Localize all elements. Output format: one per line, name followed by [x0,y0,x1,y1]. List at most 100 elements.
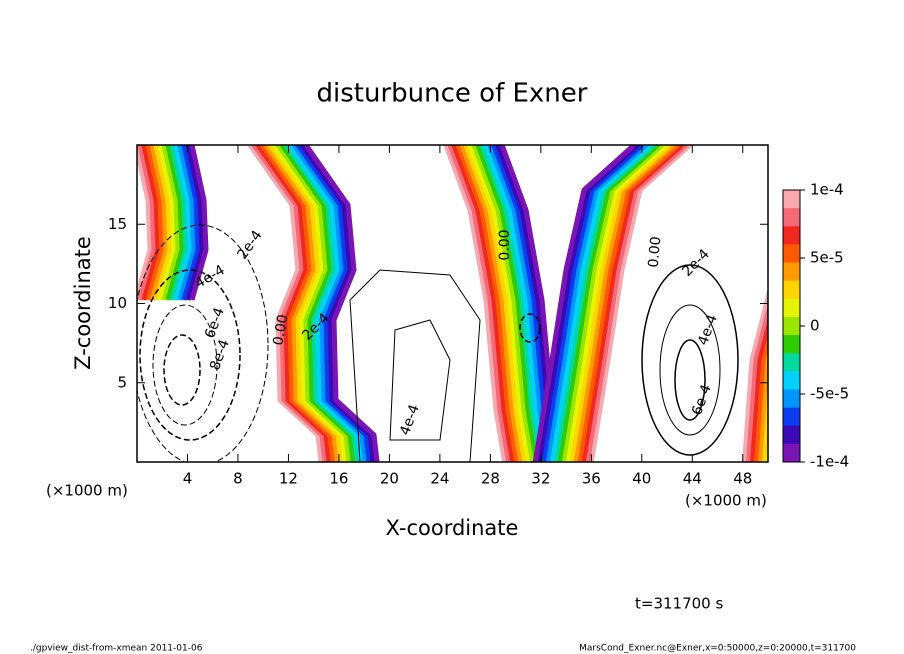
colorbar-segment [783,316,800,336]
x-tick-label: 28 [481,470,500,488]
chart-title: disturbunce of Exner [317,79,588,109]
contour-line [659,304,721,436]
colorbar-segment [783,389,800,409]
contour-label: 4e-4 [397,402,423,437]
contour-line [163,334,201,406]
x-unit-label: (×1000 m) [685,492,767,510]
contour-label: 0.00 [270,313,291,346]
color-band [181,145,201,301]
colorbar-tick-label: 5e-5 [810,249,844,267]
color-band [295,145,372,462]
x-tick-label: 20 [380,470,399,488]
colorbar-segment [783,443,800,463]
color-band [568,145,672,462]
colorbar-segment [783,353,800,372]
color-band [141,145,161,301]
color-band [267,145,344,462]
colorbar-segment [783,208,800,227]
x-tick-label: 16 [329,470,348,488]
color-band [584,145,688,462]
color-band [299,145,376,462]
color-band [165,145,185,301]
contour-line [139,269,241,441]
x-tick-label: 44 [683,470,702,488]
color-band [467,145,532,462]
contour-label: 8e-4 [207,337,233,372]
colorbar-tick-label: -5e-5 [810,385,849,403]
color-band [169,145,189,301]
color-band [479,145,544,462]
annotation: t=311700 s [635,595,723,613]
color-band [271,145,348,462]
x-unit-label: (×1000 m) [46,482,128,500]
y-tick-label: 10 [108,294,127,312]
color-band [758,349,768,462]
x-axis-label: X-coordinate [386,516,519,540]
color-band [255,145,332,462]
colorbar-segment [783,298,800,318]
contour-lines [137,224,739,462]
color-band [291,145,368,462]
color-band [145,145,165,301]
contour-line [641,264,739,456]
colorbar-segment [783,280,800,300]
color-band [251,145,328,462]
color-band [275,145,352,462]
colorbar-segment [783,244,800,264]
color-band [560,145,664,462]
x-tick-label: 48 [733,470,752,488]
color-band [588,145,692,462]
contour-field [137,145,768,462]
color-band [149,145,169,301]
colorbar-segment [783,226,800,245]
color-band [475,145,540,462]
contour-label: 2e-4 [234,227,265,262]
x-tick-label: 36 [582,470,601,488]
color-band [532,145,636,462]
color-band [540,145,644,462]
contour-label: 2e-4 [679,246,713,280]
colorbar-tick-label: 0 [810,317,820,335]
color-band [137,145,157,301]
contour-line [389,319,451,441]
color-band [576,145,680,462]
contour-line [152,304,218,426]
colorbar-segment [783,262,800,282]
x-tick-label: 24 [430,470,449,488]
color-band [263,145,340,462]
contour-line [349,269,481,462]
color-band [283,145,360,462]
contour-line [137,224,269,462]
colorbar-segment [783,425,800,445]
color-band [580,145,684,462]
contour-label: 0.00 [646,236,665,268]
color-band [455,145,520,462]
color-band [754,334,768,462]
contour-label: 6e-4 [202,305,228,340]
footer-left: ./gpview_dist-from-xmean 2011-01-06 [30,644,203,654]
colorbar-segment [783,407,800,427]
color-band [189,145,209,301]
y-tick-label: 15 [108,215,127,233]
color-band [536,145,640,462]
color-band [173,145,193,301]
color-band [750,318,768,462]
color-band [746,303,768,462]
color-band [544,145,648,462]
color-band [259,145,336,462]
color-band [742,289,768,462]
color-band [463,145,528,462]
x-tick-label: 32 [531,470,550,488]
color-band [762,380,768,462]
plot-frame [136,144,769,463]
contour-line [674,339,706,421]
color-band [157,145,177,301]
colorbar-segment [783,371,800,390]
color-band [137,145,153,301]
x-tick-label: 8 [233,470,243,488]
colorbar-tick-label: -1e-4 [810,453,849,471]
contour-label: 0.00 [497,229,513,260]
color-band [447,145,512,462]
